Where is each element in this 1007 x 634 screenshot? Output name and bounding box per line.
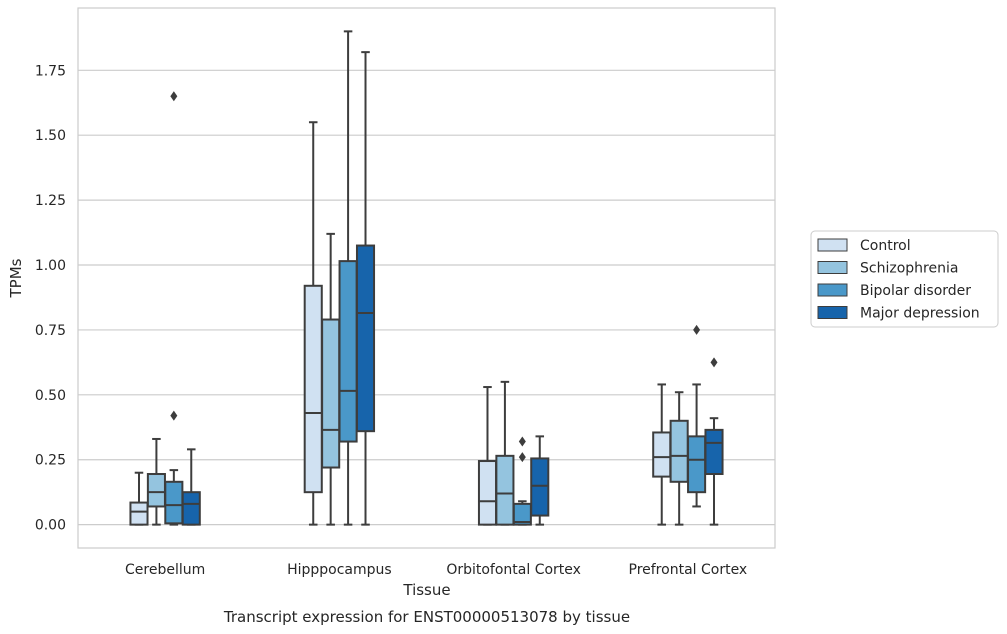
outlier-point (518, 436, 526, 447)
box-group (129, 471, 149, 526)
gridlines (78, 69, 775, 526)
box-iqr (477, 460, 498, 526)
box-group (181, 448, 201, 526)
x-tick-label: Prefrontal Cortex (629, 562, 748, 578)
box-group (303, 121, 323, 526)
box-group (146, 437, 166, 526)
box-iqr (181, 491, 201, 526)
y-tick-label: 1.00 (35, 258, 66, 274)
box-group (687, 324, 707, 508)
legend-swatch (817, 283, 848, 297)
x-tick-label: Cerebellum (125, 562, 205, 578)
y-tick-label: 0.75 (35, 323, 66, 339)
box-group (338, 30, 358, 526)
legend-swatch (817, 306, 848, 319)
box-iqr (355, 244, 376, 433)
x-axis-label: Tissue (402, 581, 450, 599)
y-tick-labels: 0.00 0.25 0.50 0.75 1.00 1.25 1.50 1.75 (35, 63, 66, 533)
x-tick-labels: Cerebellum Hipppocampus Orbitofontal Corte… (125, 562, 747, 578)
box-iqr (530, 457, 550, 517)
box-group (530, 435, 550, 526)
boxes-layer (129, 30, 724, 526)
box-iqr (338, 260, 358, 443)
y-tick-label: 1.25 (35, 193, 66, 209)
x-tick-label: Orbitofontal Cortex (446, 562, 581, 578)
y-axis-label: TPMs (7, 258, 25, 298)
box-group (704, 357, 724, 526)
y-tick-label: 0.50 (35, 388, 66, 404)
chart-caption: Transcript expression for ENST0000051307… (223, 608, 630, 626)
box-group (477, 386, 498, 526)
y-tick-label: 1.75 (35, 63, 66, 79)
outlier-point (170, 410, 178, 421)
box-group (164, 91, 184, 526)
box-iqr (129, 501, 149, 526)
box-iqr (652, 431, 672, 478)
legend-swatch (817, 261, 848, 274)
box-iqr (146, 473, 166, 508)
box-group (321, 232, 341, 526)
box-group (495, 380, 515, 526)
legend-label: Major depression (860, 306, 980, 322)
box-group (355, 51, 376, 526)
box-group (652, 383, 672, 526)
box-iqr (704, 428, 724, 476)
outlier-point (518, 452, 526, 463)
box-iqr (321, 318, 341, 469)
legend-label: Bipolar disorder (860, 283, 971, 299)
box-iqr (687, 435, 707, 494)
legend-frame (810, 230, 999, 328)
outlier-point (710, 357, 718, 368)
y-tick-label: 1.50 (35, 128, 66, 144)
box-iqr (303, 284, 323, 494)
box-group (512, 436, 532, 526)
box-iqr (164, 480, 184, 525)
y-tick-label: 0.00 (35, 518, 66, 534)
legend-label: Schizophrenia (860, 261, 958, 277)
plot-area-frame (77, 7, 776, 549)
box-iqr (495, 454, 515, 526)
outlier-point (693, 324, 701, 335)
legend-label: Control (860, 238, 911, 254)
y-tick-label: 0.25 (35, 453, 66, 469)
x-tick-label: Hipppocampus (287, 562, 392, 578)
box-iqr (669, 419, 689, 483)
legend: Control Schizophrenia Bipolar disorder Majo… (810, 230, 999, 328)
legend-swatch (817, 238, 848, 252)
outlier-point (170, 91, 178, 102)
box-group (669, 391, 689, 526)
